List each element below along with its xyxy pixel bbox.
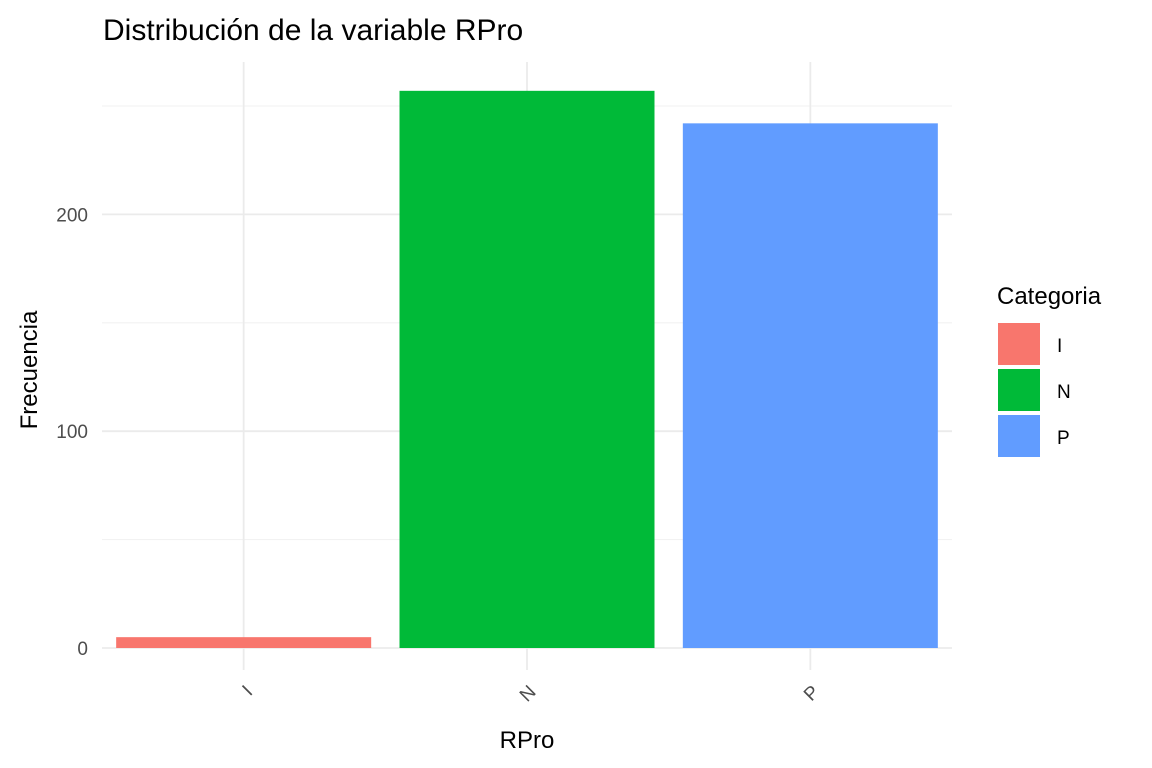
legend-key-N bbox=[998, 369, 1040, 411]
legend-title: Categoria bbox=[997, 283, 1102, 310]
y-tick-label: 100 bbox=[56, 422, 88, 443]
x-tick-label: I bbox=[239, 682, 258, 701]
x-tick-label: N bbox=[516, 682, 541, 707]
y-tick-label: 0 bbox=[77, 639, 88, 660]
y-axis-ticks: 0 100 200 bbox=[56, 205, 88, 660]
legend-label: P bbox=[1057, 428, 1070, 449]
x-tick-label: P bbox=[800, 682, 824, 706]
bar-I bbox=[116, 637, 372, 648]
bar-N bbox=[399, 90, 655, 649]
legend-key-I bbox=[998, 323, 1040, 365]
y-tick-label: 200 bbox=[56, 205, 88, 226]
y-axis-title: Frecuencia bbox=[16, 310, 43, 429]
legend: Categoria I N P bbox=[997, 283, 1102, 457]
legend-label: N bbox=[1057, 382, 1071, 403]
legend-key-P bbox=[998, 415, 1040, 457]
chart-title: Distribución de la variable RPro bbox=[103, 14, 523, 47]
bars bbox=[116, 90, 938, 649]
x-axis-title: RPro bbox=[500, 727, 555, 754]
bar-P bbox=[682, 123, 938, 649]
legend-label: I bbox=[1057, 336, 1062, 357]
